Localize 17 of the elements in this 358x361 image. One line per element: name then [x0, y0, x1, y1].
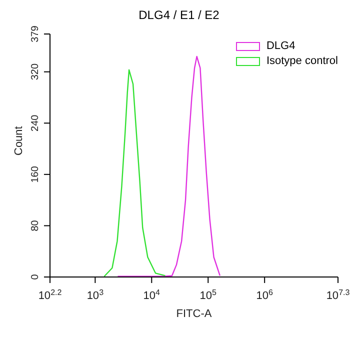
- x-tick-label: 10$^{4}$: [143, 288, 161, 302]
- y-tick-label: 379: [30, 25, 41, 42]
- y-tick-label: 320: [30, 63, 41, 80]
- y-tick-label: 240: [30, 114, 41, 132]
- x-tick-label: 10$^{3}$: [86, 288, 104, 302]
- legend-label: DLG4: [266, 40, 296, 52]
- y-tick-label: 160: [30, 166, 41, 183]
- legend-label: Isotype control: [266, 55, 338, 67]
- chart-title: DLG4 / E1 / E2: [138, 8, 220, 22]
- x-tick-label: 10$^{5}$: [200, 288, 218, 302]
- x-tick-label: 10$^{6}$: [256, 288, 274, 302]
- x-axis-title: FITC-A: [176, 308, 212, 320]
- y-tick-label: 0: [30, 274, 41, 280]
- y-axis-title: Count: [12, 126, 25, 156]
- x-tick-label: 10$^{7.3}$: [326, 288, 350, 302]
- x-tick-label: 10$^{2.2}$: [38, 288, 62, 302]
- y-tick-label: 80: [30, 220, 41, 232]
